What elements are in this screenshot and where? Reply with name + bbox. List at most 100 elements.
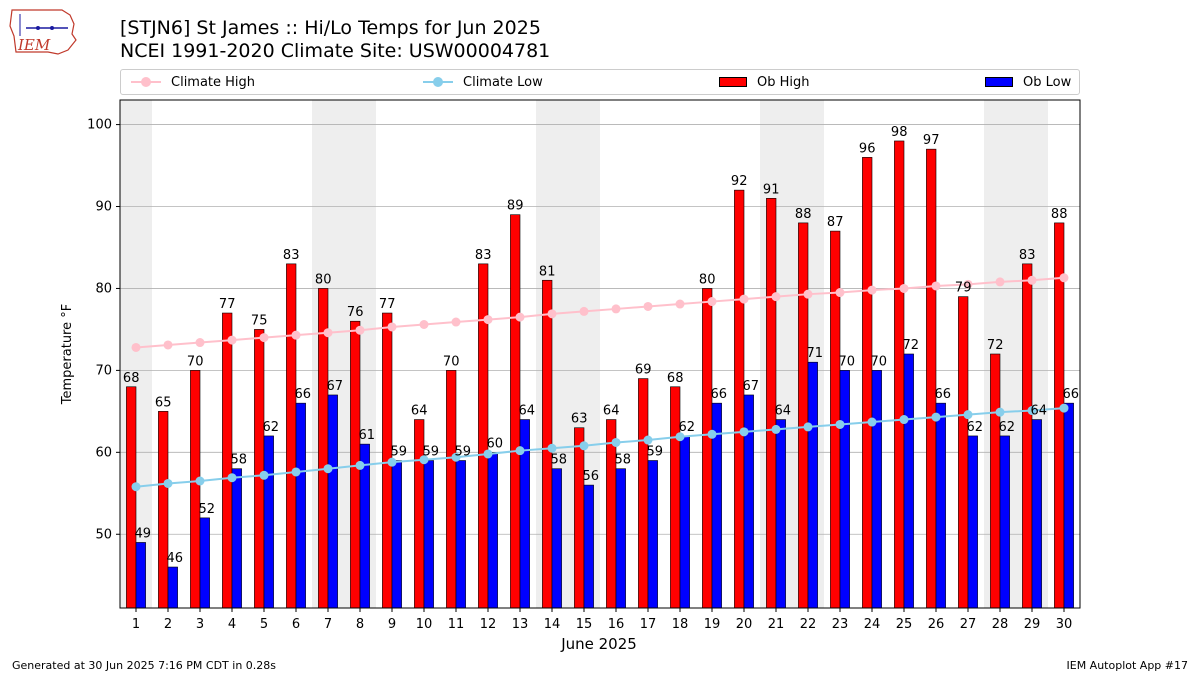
x-tick-label-20: 20 (736, 617, 753, 632)
point-climate-high-day-20 (739, 294, 749, 304)
label-ob-high-day-1: 68 (123, 371, 140, 386)
point-climate-low-day-7 (323, 464, 333, 474)
point-climate-low-day-20 (739, 427, 749, 437)
label-ob-high-day-20: 92 (731, 174, 748, 189)
iem-logo: IEM (9, 9, 77, 55)
label-ob-low-day-16: 58 (615, 453, 632, 468)
label-ob-high-day-14: 81 (539, 264, 556, 279)
label-ob-high-day-9: 77 (379, 297, 396, 312)
label-ob-high-day-12: 83 (475, 248, 492, 263)
bar-ob-high-day-17 (638, 378, 649, 609)
label-ob-high-day-13: 89 (507, 199, 524, 214)
bar-ob-low-day-9 (391, 460, 402, 609)
label-ob-low-day-30: 66 (1063, 387, 1080, 402)
x-tick-label-22: 22 (800, 617, 817, 632)
label-ob-low-day-3: 52 (199, 502, 216, 517)
label-ob-high-day-8: 76 (347, 305, 364, 320)
bar-ob-low-day-18 (679, 435, 690, 609)
point-climate-high-day-11 (451, 317, 461, 327)
bar-ob-low-day-17 (647, 460, 658, 609)
point-climate-low-day-11 (451, 452, 461, 462)
bar-ob-low-day-22 (807, 361, 818, 609)
bar-ob-low-day-3 (199, 517, 210, 609)
bar-ob-low-day-15 (583, 484, 594, 609)
label-ob-low-day-15: 56 (583, 469, 600, 484)
point-climate-low-day-3 (195, 476, 205, 486)
label-ob-high-day-17: 69 (635, 363, 652, 378)
point-climate-high-day-14 (547, 309, 557, 319)
label-ob-high-day-29: 83 (1019, 248, 1036, 263)
point-climate-low-day-30 (1059, 403, 1069, 413)
label-ob-high-day-2: 65 (155, 395, 172, 410)
point-climate-low-day-24 (867, 417, 877, 427)
label-ob-high-day-22: 88 (795, 207, 812, 222)
line-climate-high (135, 276, 1065, 349)
bar-ob-high-day-12 (478, 263, 489, 609)
label-ob-high-day-4: 77 (219, 297, 236, 312)
x-tick-label-26: 26 (928, 617, 945, 632)
bar-ob-low-day-14 (551, 468, 562, 609)
point-climate-low-day-16 (611, 437, 621, 447)
bar-ob-low-day-6 (295, 402, 306, 609)
point-climate-low-day-19 (707, 429, 717, 439)
x-tick-label-28: 28 (992, 617, 1009, 632)
point-climate-high-day-13 (515, 312, 525, 322)
label-ob-low-day-7: 67 (327, 379, 344, 394)
point-climate-high-day-18 (675, 299, 685, 309)
bar-ob-low-day-11 (455, 460, 466, 609)
label-ob-high-day-5: 75 (251, 313, 268, 328)
weekend-band-day-22 (792, 100, 824, 608)
label-ob-low-day-9: 59 (391, 445, 408, 460)
point-climate-low-day-13 (515, 446, 525, 456)
y-tick-label-70: 70 (95, 363, 112, 378)
legend-ob-high-label: Ob High (757, 74, 810, 90)
point-climate-low-day-8 (355, 460, 365, 470)
legend: Climate High Climate Low Ob High Ob Low (120, 69, 1080, 95)
point-climate-low-day-9 (387, 457, 397, 467)
label-ob-high-day-21: 91 (763, 182, 780, 197)
label-ob-low-day-21: 64 (775, 404, 792, 419)
label-ob-low-day-18: 62 (679, 420, 696, 435)
bar-ob-high-day-3 (190, 370, 201, 609)
weekend-band-day-8 (344, 100, 376, 608)
bar-ob-low-day-16 (615, 468, 626, 609)
bar-ob-high-day-20 (734, 189, 745, 609)
point-climate-high-day-6 (291, 330, 301, 340)
bar-ob-low-day-27 (967, 435, 978, 609)
label-ob-low-day-5: 62 (263, 420, 280, 435)
bar-ob-low-day-7 (327, 394, 338, 609)
point-climate-low-day-26 (931, 412, 941, 422)
bar-ob-low-day-13 (519, 419, 530, 609)
x-tick-label-25: 25 (896, 617, 913, 632)
x-tick-label-6: 6 (292, 617, 300, 632)
point-climate-high-day-30 (1059, 273, 1069, 283)
bar-ob-low-day-26 (935, 402, 946, 609)
label-ob-low-day-20: 67 (743, 379, 760, 394)
bar-ob-high-day-22 (798, 222, 809, 609)
label-ob-high-day-27: 79 (955, 281, 972, 296)
bar-ob-high-day-30 (1054, 222, 1065, 609)
bar-ob-high-day-25 (894, 140, 905, 609)
bar-ob-low-day-30 (1063, 402, 1074, 609)
bar-ob-high-day-10 (414, 419, 425, 609)
bar-ob-low-day-8 (359, 443, 370, 609)
bar-ob-high-day-28 (990, 353, 1001, 609)
y-tick-label-60: 60 (95, 445, 112, 460)
label-ob-high-day-15: 63 (571, 412, 588, 427)
label-ob-low-day-4: 58 (231, 453, 248, 468)
point-climate-low-day-22 (803, 422, 813, 432)
bar-ob-low-day-5 (263, 435, 274, 609)
point-climate-high-day-9 (387, 322, 397, 332)
x-tick-label-2: 2 (164, 617, 172, 632)
legend-climate-high-label: Climate High (171, 74, 256, 90)
x-tick-label-15: 15 (576, 617, 593, 632)
label-ob-low-day-8: 61 (359, 428, 376, 443)
label-ob-high-day-16: 64 (603, 404, 620, 419)
point-climate-high-day-22 (803, 289, 813, 299)
x-tick-label-14: 14 (544, 617, 561, 632)
point-climate-low-day-5 (259, 470, 269, 480)
bar-ob-low-day-29 (1031, 419, 1042, 609)
point-climate-high-day-7 (323, 328, 333, 338)
x-tick-label-19: 19 (704, 617, 721, 632)
point-climate-high-day-15 (579, 306, 589, 316)
